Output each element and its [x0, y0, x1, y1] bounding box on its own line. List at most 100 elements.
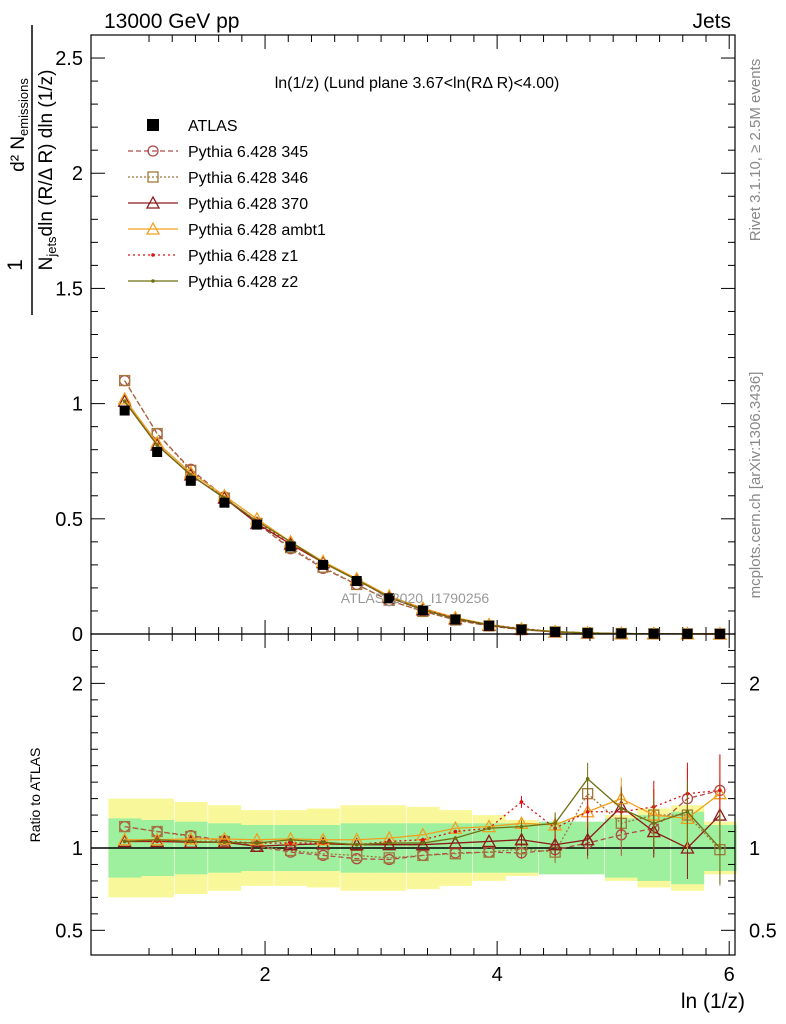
- data-point: [484, 620, 495, 631]
- data-point: [119, 374, 131, 387]
- legend-label: Pythia 6.428 z1: [188, 248, 298, 265]
- data-point: [421, 841, 425, 845]
- header-left: 13000 GeV pp: [104, 10, 239, 33]
- data-point: [548, 837, 563, 851]
- data-point: [288, 841, 293, 845]
- data-point: [117, 391, 132, 405]
- y-tick-label-right: 0.5: [749, 920, 777, 942]
- legend: ATLAS Pythia 6.428 345 Pythia 6.428 346 Pyt…: [128, 118, 326, 291]
- data-point: [585, 809, 590, 814]
- data-point: [119, 405, 130, 416]
- data-point: [145, 221, 161, 235]
- data-point: [487, 826, 491, 831]
- y-tick-label: 2: [72, 163, 83, 185]
- y-axis-label: 1 d² Nemissions Njetsdln (R/Δ R) dln (1/…: [4, 25, 59, 315]
- watermark: ATLAS_2020_I1790256: [341, 590, 490, 606]
- data-point: [453, 829, 458, 834]
- data-point: [251, 519, 262, 530]
- legend-label: Pythia 6.428 370: [188, 196, 308, 213]
- x-tick-label: 6: [724, 964, 735, 986]
- data-point: [147, 145, 159, 157]
- data-point: [255, 841, 259, 845]
- data-point: [151, 253, 155, 257]
- data-point: [718, 846, 722, 850]
- y-tick-label: 2: [72, 673, 83, 695]
- legend-label: ATLAS: [188, 118, 238, 135]
- data-point: [514, 832, 529, 846]
- data-point: [421, 837, 425, 842]
- data-point: [516, 624, 527, 635]
- x-tick-label: 4: [492, 964, 503, 986]
- data-point: [351, 849, 363, 862]
- data-point: [321, 840, 325, 845]
- data-point: [147, 119, 159, 131]
- data-point: [449, 848, 462, 860]
- data-point: [155, 443, 159, 447]
- legend-label: Pythia 6.428 z2: [188, 274, 298, 291]
- data-point: [152, 446, 163, 457]
- data-point: [284, 844, 297, 857]
- data-point: [550, 626, 561, 637]
- data-point: [249, 838, 265, 853]
- chart-title: ln(1/z) (Lund plane 3.67<ln(RΔ R)<4.00): [275, 75, 560, 92]
- ratio-frame: [90, 633, 736, 956]
- legend-label: Pythia 6.428 345: [188, 144, 308, 161]
- y-tick-label: 0: [72, 624, 83, 646]
- data-point: [387, 841, 392, 845]
- x-axis-label: ln (1/z): [681, 990, 745, 1013]
- data-point: [151, 279, 155, 283]
- data-point: [122, 399, 127, 404]
- y-tick-label: 1: [72, 394, 83, 416]
- y-label-one: 1: [4, 259, 27, 271]
- data-point: [483, 846, 495, 858]
- chart-text: 13000 GeV pp Jets Rivet 3.1.10, ≥ 2.5M e…: [27, 10, 764, 1013]
- y-tick-label: 0.5: [55, 509, 83, 531]
- data-point: [285, 541, 296, 552]
- y-tick-label: 0.5: [55, 920, 83, 942]
- data-point: [619, 806, 624, 811]
- data-point: [188, 839, 193, 844]
- data-point: [383, 852, 395, 864]
- data-point: [318, 559, 329, 570]
- data-point: [582, 628, 593, 639]
- data-point: [519, 800, 524, 804]
- legend-label: Pythia 6.428 346: [188, 170, 308, 187]
- data-point: [122, 839, 127, 844]
- data-point: [384, 593, 395, 604]
- data-point: [448, 835, 463, 849]
- data-point: [453, 836, 458, 840]
- y-tick-label-right: 2: [749, 673, 760, 695]
- data-point: [481, 819, 497, 833]
- data-point: [450, 614, 461, 625]
- data-point: [117, 832, 132, 846]
- data-point: [519, 824, 524, 829]
- data-point: [288, 837, 293, 842]
- data-point: [718, 788, 722, 793]
- legend-label: Pythia 6.428 ambt1: [188, 222, 326, 239]
- x-tick-label: 2: [259, 964, 270, 986]
- y-label-numerator: d² Nemissions: [8, 78, 31, 172]
- data-point: [417, 605, 428, 616]
- side-label-rivet: Rivet 3.1.10, ≥ 2.5M events: [747, 59, 764, 242]
- data-point: [147, 171, 159, 183]
- y-tick-label: 1: [72, 838, 83, 860]
- y-tick-label: 2.5: [55, 48, 83, 70]
- y-tick-label: 1.5: [55, 278, 83, 300]
- data-point: [185, 475, 196, 486]
- ratio-panel: 2 4 6 0.5 0.5 1 1 2 2: [55, 633, 777, 986]
- data-point: [382, 837, 397, 851]
- data-point: [351, 576, 362, 587]
- data-point: [481, 834, 497, 848]
- data-point: [145, 195, 161, 209]
- data-point: [585, 777, 590, 781]
- data-point: [155, 837, 159, 842]
- y-label-denominator: Njetsdln (R/Δ R) dln (1/z): [36, 70, 59, 271]
- ratio-y-label: Ratio to ATLAS: [27, 748, 43, 843]
- data-point: [219, 497, 230, 508]
- data-point: [222, 840, 227, 845]
- data-point: [415, 837, 430, 851]
- data-point: [651, 821, 656, 826]
- data-point: [680, 840, 695, 854]
- data-point: [685, 809, 690, 814]
